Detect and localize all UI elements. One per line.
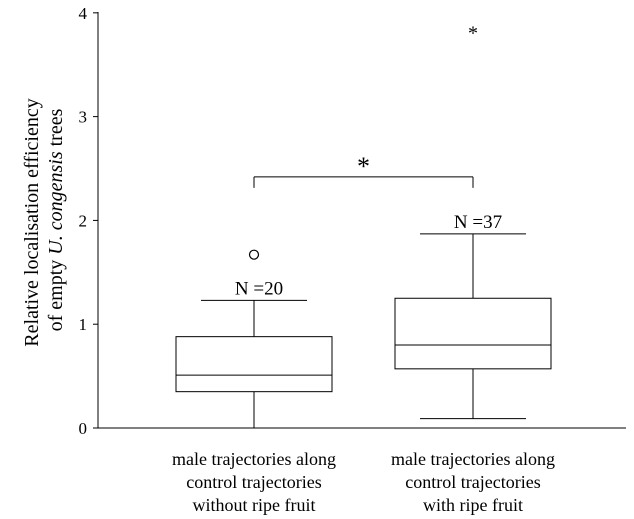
x-category-label-0-line-1: control trajectories (186, 472, 321, 492)
box-iqr-0 (175, 336, 333, 393)
y-tick-label-2: 2 (79, 211, 88, 230)
y-axis-label: Relative localisation efficiency of empt… (21, 93, 67, 346)
y-axis-label-pre: of empty (45, 255, 67, 332)
outlier-circle-0-0 (248, 249, 260, 260)
plot-area (97, 12, 626, 429)
y-tick-label-4: 4 (79, 4, 88, 23)
significance-bracket: * (253, 152, 474, 188)
n-label-0: N =20 (235, 278, 283, 299)
x-category-label-1-line-0: male trajectories along (391, 449, 555, 469)
n-label-1: N =37 (454, 212, 502, 233)
x-category-label-0: male trajectories along control trajector… (172, 449, 336, 515)
x-axis-category-labels: male trajectories along control trajector… (172, 449, 555, 515)
box-group-0: N =20 (175, 249, 333, 429)
boxes: N =20 N =37 * (175, 22, 552, 429)
y-tick-label-1: 1 (79, 315, 88, 334)
outlier-asterisk-1-0: * (468, 22, 478, 44)
y-axis-label-post: trees (45, 108, 67, 151)
box-group-1: N =37 * (394, 22, 552, 420)
y-tick-label-0: 0 (79, 419, 88, 438)
x-category-label-0-line-0: male trajectories along (172, 449, 336, 469)
y-axis-label-line1: Relative localisation efficiency (21, 98, 43, 346)
x-category-label-1: male trajectories along control trajector… (391, 449, 555, 515)
y-axis-ticks: 0 1 2 3 4 (79, 4, 98, 438)
significance-label: * (357, 152, 370, 181)
x-category-label-1-line-2: with ripe fruit (423, 495, 523, 515)
y-axis-label-italic: U. congensis (45, 151, 67, 255)
y-tick-label-3: 3 (79, 108, 88, 127)
x-category-label-0-line-2: without ripe fruit (193, 495, 316, 515)
x-category-label-1-line-1: control trajectories (405, 472, 540, 492)
box-iqr-1 (394, 297, 552, 370)
